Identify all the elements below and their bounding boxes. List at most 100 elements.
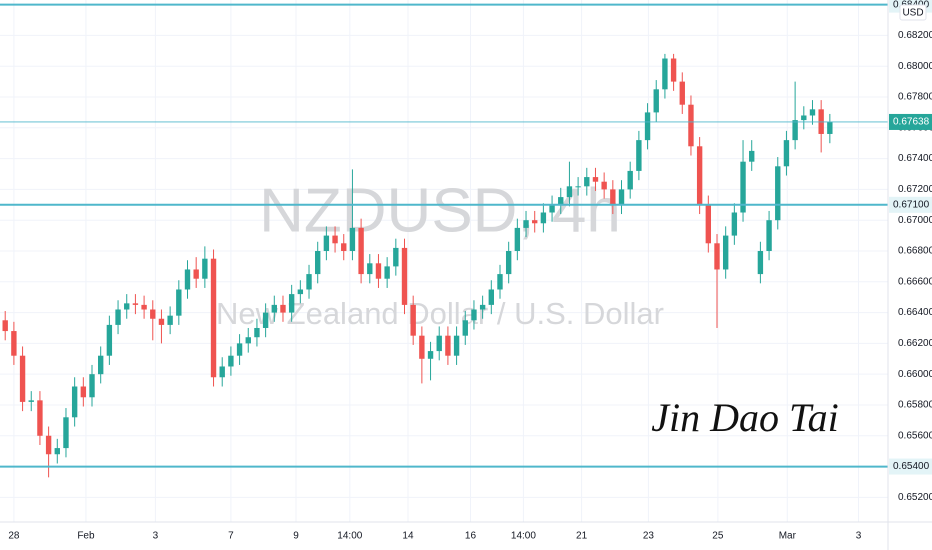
x-tick-label: 7 bbox=[228, 531, 234, 542]
candle-body bbox=[436, 335, 442, 352]
y-tick-label: 0.65200 bbox=[898, 492, 932, 503]
candle-body bbox=[115, 309, 121, 325]
watermark: NZDUSD, 4h bbox=[259, 176, 621, 245]
x-tick-label: 14:00 bbox=[337, 531, 362, 542]
candle-body bbox=[393, 247, 399, 267]
candle-body bbox=[228, 355, 234, 367]
candle-body bbox=[479, 304, 486, 310]
candle-body bbox=[332, 235, 338, 244]
candle-body bbox=[367, 263, 373, 275]
candle-body bbox=[532, 220, 538, 224]
level-price-label: 0.65400 bbox=[893, 461, 930, 472]
candle-body bbox=[401, 247, 408, 305]
axes: 0.65200 0.65400 0.65600 0.65800 0.66000 0.662… bbox=[8, 0, 932, 542]
candle-body bbox=[644, 112, 651, 141]
candle-body bbox=[184, 269, 191, 290]
candle-body bbox=[202, 258, 208, 279]
x-tick-label: 3 bbox=[856, 531, 862, 542]
x-tick-label: Feb bbox=[77, 531, 95, 542]
currency-box[interactable] bbox=[899, 4, 927, 21]
candle-body bbox=[584, 177, 590, 187]
candle-body bbox=[688, 104, 694, 147]
candle-body bbox=[375, 263, 382, 279]
candle-body bbox=[775, 166, 781, 221]
candle-body bbox=[453, 335, 460, 356]
candle-body bbox=[262, 312, 269, 328]
candle-body bbox=[349, 227, 356, 251]
candle-body bbox=[150, 309, 156, 319]
candle-body bbox=[54, 448, 60, 455]
y-tick-label: 0.66000 bbox=[898, 369, 932, 380]
candle-body bbox=[801, 115, 807, 121]
x-tick-label: 23 bbox=[643, 531, 655, 542]
y-tick-label: 0.68200 bbox=[898, 30, 932, 41]
candle-body bbox=[245, 337, 251, 344]
last-price-label: 0.67638 bbox=[893, 117, 930, 128]
currency-label[interactable]: USD bbox=[902, 8, 923, 19]
y-tick-label: 0.65800 bbox=[898, 400, 932, 411]
candle-body bbox=[427, 351, 434, 359]
y-tick-label: 0.67000 bbox=[898, 215, 932, 226]
candle-body bbox=[28, 400, 34, 402]
candle-body bbox=[132, 303, 139, 305]
candle-body bbox=[167, 315, 173, 325]
candle-body bbox=[670, 58, 677, 82]
candle-body bbox=[679, 81, 685, 105]
candle-body bbox=[627, 170, 633, 190]
y-tick-label: 0.66400 bbox=[898, 307, 932, 318]
candle-body bbox=[11, 331, 17, 356]
candle-body bbox=[236, 343, 243, 356]
candle-body bbox=[662, 58, 668, 90]
candle-body bbox=[809, 109, 816, 116]
candle-body bbox=[714, 243, 720, 270]
candle-body bbox=[19, 355, 26, 402]
x-tick-label: 16 bbox=[465, 531, 477, 542]
x-tick-label: 14 bbox=[402, 531, 414, 542]
candle-body bbox=[792, 120, 798, 141]
candle-body bbox=[601, 181, 607, 190]
candle-body bbox=[219, 366, 225, 378]
y-tick-label: 0.66800 bbox=[898, 246, 932, 257]
level-price-label: 0.67100 bbox=[893, 199, 930, 210]
level-price-box bbox=[889, 458, 932, 475]
candle-body bbox=[731, 212, 738, 236]
candle-body bbox=[98, 355, 104, 375]
candle-body bbox=[749, 150, 755, 162]
candle-body bbox=[558, 197, 564, 205]
candle-body bbox=[462, 320, 468, 336]
candle-body bbox=[610, 189, 616, 205]
candle-body bbox=[89, 374, 95, 398]
candle-body bbox=[2, 320, 8, 332]
candle-body bbox=[505, 250, 512, 275]
candle-body bbox=[271, 304, 277, 313]
plot bbox=[0, 3, 888, 478]
candle-body bbox=[297, 289, 304, 295]
x-tick-label: Mar bbox=[779, 531, 797, 542]
candle-body bbox=[445, 335, 451, 356]
candle-body bbox=[766, 220, 772, 251]
candle-body bbox=[410, 304, 416, 336]
candle-body bbox=[45, 435, 52, 455]
candle-body bbox=[722, 235, 729, 270]
x-tick-label: 25 bbox=[712, 531, 724, 542]
candle-body bbox=[705, 204, 712, 244]
candle-body bbox=[488, 289, 494, 305]
candle-body bbox=[471, 309, 477, 321]
candle-body bbox=[306, 274, 312, 290]
y-tick-label: 0.65600 bbox=[898, 430, 932, 441]
candle-body bbox=[315, 250, 321, 275]
last-price-box bbox=[889, 113, 932, 130]
x-tick-label: 9 bbox=[293, 531, 299, 542]
candle-body bbox=[280, 304, 286, 313]
candle-body bbox=[592, 177, 599, 182]
candle-body bbox=[37, 400, 43, 436]
candle-body bbox=[419, 335, 425, 359]
x-tick-label: 3 bbox=[153, 531, 159, 542]
candle-body bbox=[523, 220, 529, 228]
candle-body bbox=[176, 289, 182, 316]
candle-body bbox=[740, 161, 746, 213]
candle-body bbox=[288, 294, 295, 313]
candle-body bbox=[497, 274, 503, 290]
candle-body bbox=[193, 269, 199, 279]
